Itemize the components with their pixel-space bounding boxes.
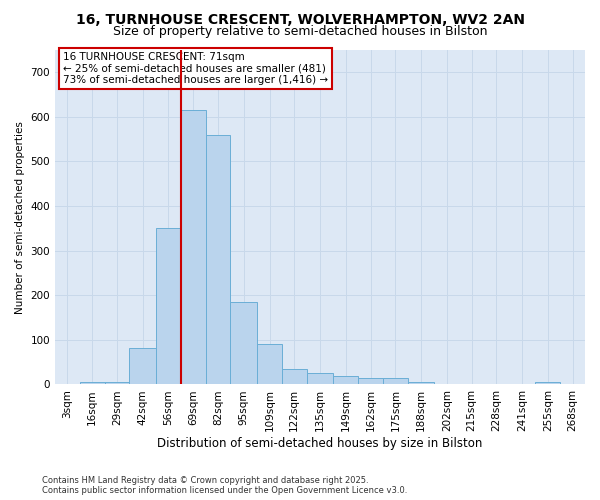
Bar <box>408 382 434 384</box>
Bar <box>257 344 282 385</box>
Y-axis label: Number of semi-detached properties: Number of semi-detached properties <box>15 121 25 314</box>
Text: 16, TURNHOUSE CRESCENT, WOLVERHAMPTON, WV2 2AN: 16, TURNHOUSE CRESCENT, WOLVERHAMPTON, W… <box>76 12 524 26</box>
Bar <box>230 302 257 384</box>
Bar <box>104 382 130 384</box>
X-axis label: Distribution of semi-detached houses by size in Bilston: Distribution of semi-detached houses by … <box>157 437 483 450</box>
Text: 16 TURNHOUSE CRESCENT: 71sqm
← 25% of semi-detached houses are smaller (481)
73%: 16 TURNHOUSE CRESCENT: 71sqm ← 25% of se… <box>63 52 328 85</box>
Bar <box>130 348 156 385</box>
Bar <box>156 228 181 384</box>
Bar <box>307 374 334 384</box>
Bar <box>206 134 230 384</box>
Bar <box>80 382 104 384</box>
Bar <box>181 110 206 384</box>
Text: Contains HM Land Registry data © Crown copyright and database right 2025.
Contai: Contains HM Land Registry data © Crown c… <box>42 476 407 495</box>
Bar <box>383 378 408 384</box>
Text: Size of property relative to semi-detached houses in Bilston: Size of property relative to semi-detach… <box>113 25 487 38</box>
Bar <box>334 376 358 384</box>
Bar <box>282 369 307 384</box>
Bar <box>358 378 383 384</box>
Bar <box>535 382 560 384</box>
